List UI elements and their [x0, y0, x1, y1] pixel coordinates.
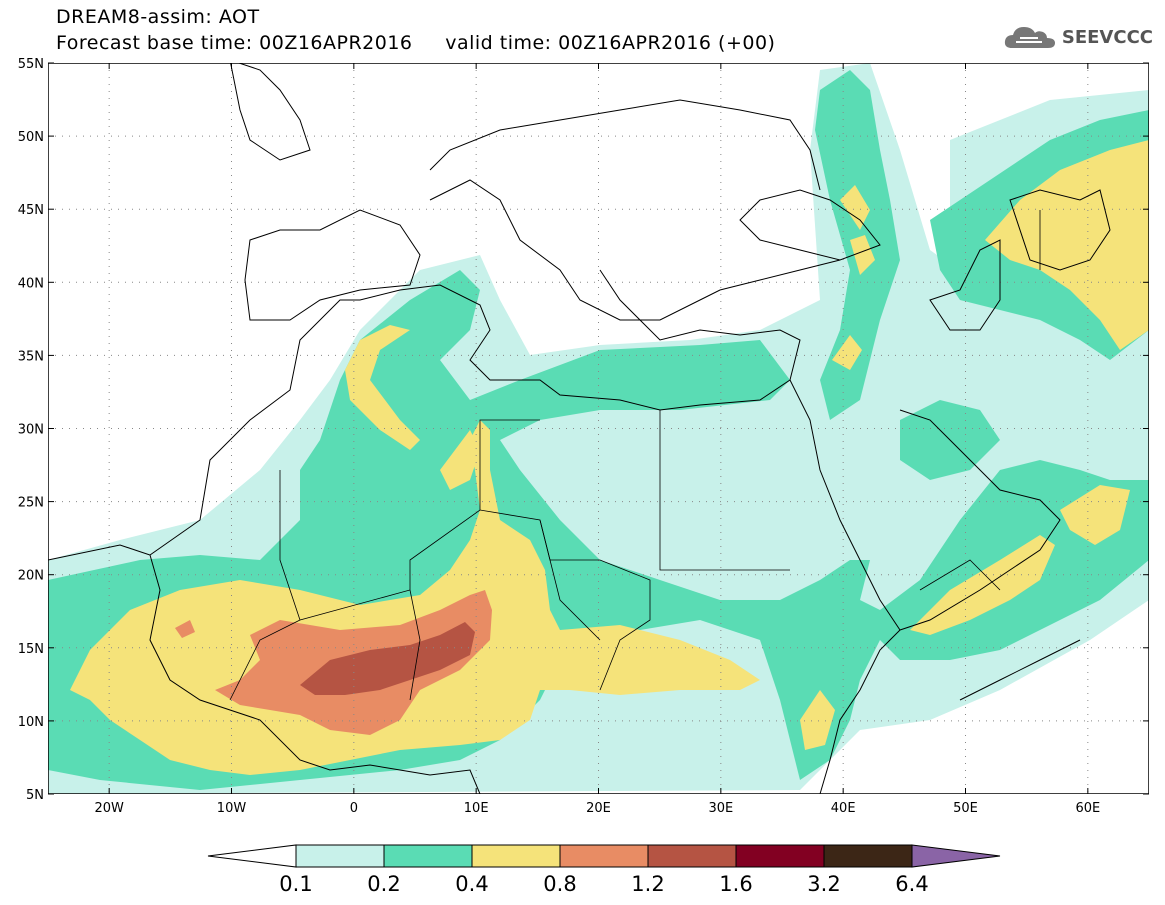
longitude-labels: 20W 10W 0 10E 20E 30E 40E 50E 60E: [94, 801, 1100, 816]
lat-label: 25N: [18, 496, 44, 511]
colorbar-box: [647, 844, 737, 868]
colorbar-box: [295, 844, 385, 868]
lat-label: 50N: [18, 130, 44, 145]
lon-label: 0: [350, 801, 358, 816]
lon-label: 10W: [217, 801, 247, 816]
lat-label: 5N: [26, 788, 44, 803]
colorbar-label: 0.2: [367, 872, 400, 896]
colorbar-box: [559, 844, 649, 868]
lat-label: 10N: [18, 715, 44, 730]
lon-label: 40E: [831, 801, 856, 816]
logo-text: SEEVCCC: [1061, 26, 1153, 48]
lat-label: 40N: [18, 276, 44, 291]
graticule: [48, 63, 1149, 794]
lat-label: 45N: [18, 203, 44, 218]
colorbar-label: 0.8: [543, 872, 576, 896]
colorbar-box: [471, 844, 561, 868]
colorbar-label: 1.6: [719, 872, 752, 896]
lon-label: 20W: [94, 801, 124, 816]
colorbar-label: 6.4: [895, 872, 928, 896]
lon-label: 60E: [1075, 801, 1100, 816]
colorbar-box: [735, 844, 825, 868]
lon-label: 20E: [586, 801, 611, 816]
latitude-labels: 55N 50N 45N 40N 35N 30N 25N 20N 15N 10N 5N: [18, 57, 44, 803]
colorbar-label: 1.2: [631, 872, 664, 896]
colorbar-label: 0.1: [279, 872, 312, 896]
lon-label: 30E: [708, 801, 733, 816]
colorbar-label: 3.2: [807, 872, 840, 896]
aot-band-1.2-1.6: [300, 622, 475, 695]
coastlines: [48, 63, 1111, 794]
lon-label: 50E: [953, 801, 978, 816]
country-borders: [229, 210, 1041, 701]
colorbar: [207, 844, 1001, 868]
lat-label: 30N: [18, 423, 44, 438]
map-title: DREAM8-assim: AOT: [56, 6, 260, 28]
axis-ticks: [48, 62, 1149, 795]
lat-label: 20N: [18, 569, 44, 584]
colorbar-labels: 0.1 0.2 0.4 0.8 1.2 1.6 3.2 6.4: [279, 872, 928, 896]
map-plot-area: [48, 63, 1149, 794]
colorbar-box: [383, 844, 473, 868]
colorbar-low-arrow: [207, 844, 297, 868]
lon-label: 10E: [464, 801, 489, 816]
lat-label: 35N: [18, 349, 44, 364]
lat-label: 15N: [18, 642, 44, 657]
cloud-icon: [1004, 27, 1055, 48]
lat-label: 55N: [18, 57, 44, 72]
colorbar-high-arrow: [911, 844, 1001, 868]
colorbar-label: 0.4: [455, 872, 488, 896]
forecast-time-line: Forecast base time: 00Z16APR2016 valid t…: [56, 32, 776, 54]
colorbar-box: [823, 844, 913, 868]
seevccc-logo: SEEVCCC: [1002, 22, 1153, 52]
